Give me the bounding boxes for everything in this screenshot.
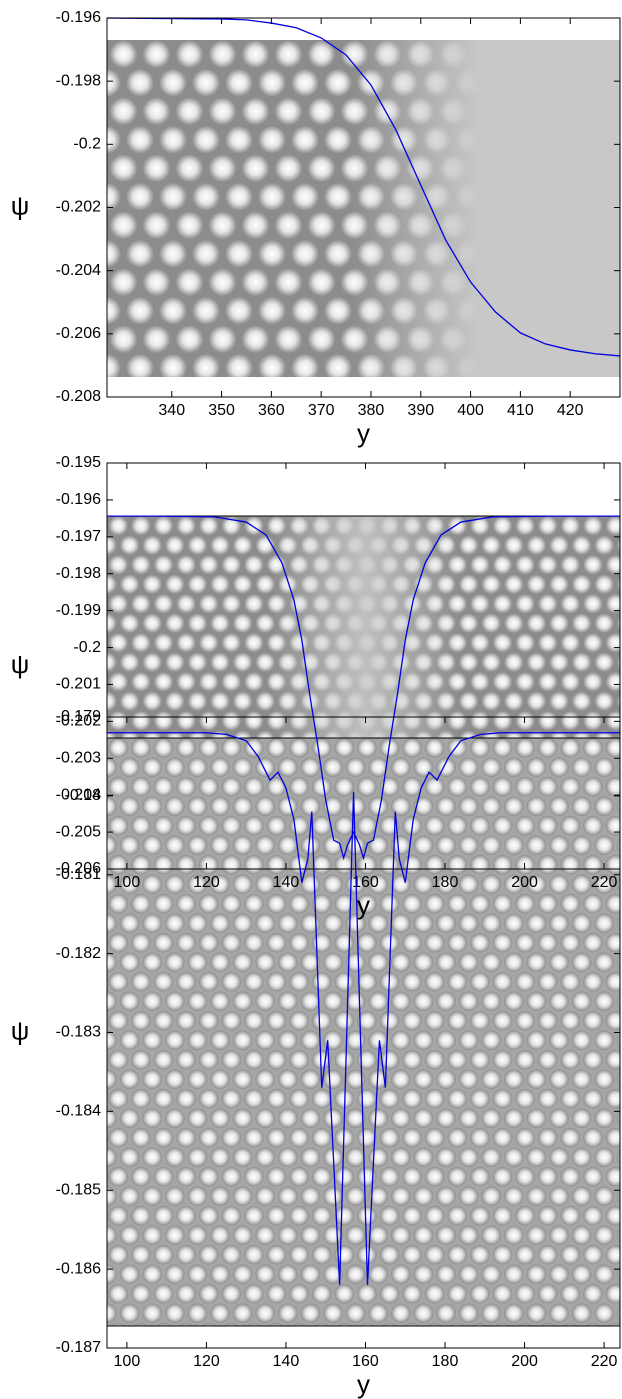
y-tick-label: -0.202	[56, 199, 101, 216]
x-tick-label: 200	[511, 874, 538, 891]
x-tick-label: 390	[407, 402, 434, 419]
background-fade	[107, 40, 620, 377]
x-axis-label: y	[357, 418, 370, 448]
x-tick-label: 120	[193, 1353, 220, 1370]
y-tick-label: -0.206	[56, 860, 101, 877]
y-tick-label: -0.196	[56, 491, 101, 508]
y-tick-label: -0.204	[56, 786, 101, 803]
y-tick-label: -0.186	[56, 1260, 101, 1277]
y-tick-label: -0.199	[56, 602, 101, 619]
y-tick-label: -0.198	[56, 72, 101, 89]
x-tick-label: 420	[557, 402, 584, 419]
background-image	[107, 738, 620, 1326]
x-tick-label: 140	[273, 874, 300, 891]
x-tick-label: 350	[208, 402, 235, 419]
x-tick-label: 180	[432, 1353, 459, 1370]
x-tick-label: 100	[114, 874, 141, 891]
y-tick-label: -0.208	[56, 388, 101, 405]
x-tick-label: 400	[457, 402, 484, 419]
y-tick-label: -0.2	[73, 136, 101, 153]
data-line	[107, 732, 620, 1285]
y-tick-label: -0.182	[56, 945, 101, 962]
y-tick-label: -0.181	[56, 866, 101, 883]
y-axis-label: ψ	[11, 1015, 30, 1045]
y-tick-label: -0.202	[56, 713, 101, 730]
y-tick-label: -0.206	[56, 325, 101, 342]
y-axis-label: ψ	[11, 190, 30, 220]
x-tick-label: 340	[158, 402, 185, 419]
x-tick-label: 140	[273, 1353, 300, 1370]
x-tick-label: 220	[591, 1353, 618, 1370]
x-axis-label: y	[357, 1369, 370, 1399]
y-tick-label: -0.18	[65, 787, 102, 804]
y-axis-label: ψ	[11, 649, 30, 679]
y-tick-label: -0.183	[56, 1024, 101, 1041]
y-tick-label: -0.185	[56, 1181, 101, 1198]
y-tick-label: -0.205	[56, 823, 101, 840]
x-tick-label: 200	[511, 1353, 538, 1370]
y-tick-label: -0.184	[56, 1103, 101, 1120]
plot-frame	[106, 462, 621, 870]
y-tick-label: -0.204	[56, 262, 101, 279]
y-tick-label: -0.187	[56, 1339, 101, 1356]
x-tick-label: 370	[308, 402, 335, 419]
y-tick-label: -0.198	[56, 565, 101, 582]
y-tick-label: -0.201	[56, 676, 101, 693]
x-tick-label: 160	[352, 874, 379, 891]
y-tick-label: -0.196	[56, 9, 101, 26]
x-tick-label: 380	[358, 402, 385, 419]
x-tick-label: 180	[432, 874, 459, 891]
x-tick-label: 410	[507, 402, 534, 419]
y-tick-label: -0.203	[56, 749, 101, 766]
y-tick-label: -0.2	[73, 639, 101, 656]
x-axis-label: y	[357, 890, 370, 920]
y-tick-label: -0.179	[56, 708, 101, 725]
x-tick-label: 360	[258, 402, 285, 419]
x-tick-label: 100	[114, 1353, 141, 1370]
x-tick-label: 220	[591, 874, 618, 891]
x-tick-label: 160	[352, 1353, 379, 1370]
data-line	[107, 515, 620, 861]
y-tick-label: -0.195	[56, 454, 101, 471]
x-tick-label: 120	[193, 874, 220, 891]
y-tick-label: -0.197	[56, 528, 101, 545]
data-line	[106, 17, 621, 357]
